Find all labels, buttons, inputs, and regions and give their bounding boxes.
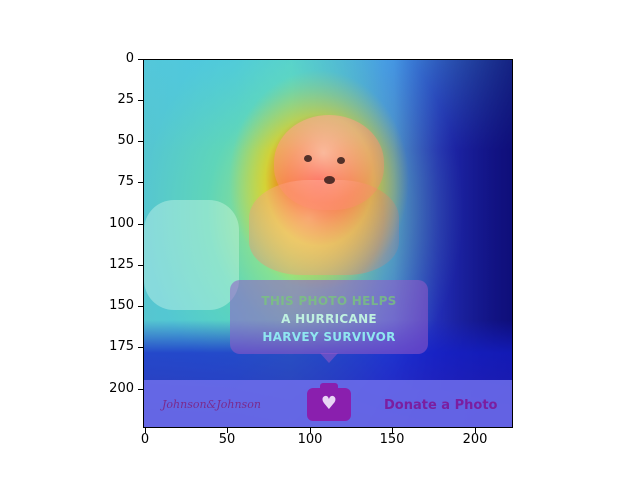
x-tick: [227, 428, 228, 433]
dog-eye-right: [337, 157, 345, 164]
x-tick: [392, 428, 393, 433]
bubble-line-1: THIS PHOTO HELPS: [261, 294, 397, 308]
y-tick-label: 200: [109, 381, 134, 396]
y-tick-label: 25: [117, 92, 134, 107]
x-tick-label: 100: [297, 432, 323, 447]
dog-eye-left: [304, 155, 312, 162]
y-tick-label: 100: [109, 216, 134, 231]
y-tick-label: 125: [109, 257, 134, 272]
heart-icon: ♥: [320, 393, 338, 414]
y-tick-label: 50: [117, 133, 134, 148]
bubble-line-3: HARVEY SURVIVOR: [262, 330, 396, 344]
y-tick: [138, 100, 143, 101]
car-seat-shape: [144, 200, 239, 310]
y-tick-label: 150: [109, 298, 134, 313]
speech-bubble-text: THIS PHOTO HELPS A HURRICANE HARVEY SURV…: [230, 292, 428, 346]
x-tick-label: 150: [379, 432, 405, 447]
y-tick: [138, 141, 143, 142]
y-tick: [138, 347, 143, 348]
heatmap-image: THIS PHOTO HELPS A HURRICANE HARVEY SURV…: [143, 59, 513, 428]
y-tick: [138, 59, 143, 60]
x-tick-label: 0: [140, 432, 150, 447]
speech-bubble-tail: [320, 353, 338, 363]
x-tick: [475, 428, 476, 433]
camera-icon-top: [320, 383, 338, 391]
speech-bubble: [230, 280, 428, 354]
dog-head: [274, 115, 384, 210]
y-tick-label: 175: [109, 339, 134, 354]
camera-heart-icon: [307, 388, 351, 421]
y-tick-label: 0: [125, 51, 134, 66]
y-tick: [138, 306, 143, 307]
dog-nose: [324, 176, 335, 184]
y-tick: [138, 389, 143, 390]
donate-photo-text: Donate a Photo: [384, 398, 498, 413]
x-tick: [310, 428, 311, 433]
x-tick-label: 200: [462, 432, 488, 447]
y-tick: [138, 265, 143, 266]
bubble-line-2: A HURRICANE: [281, 312, 377, 326]
y-tick: [138, 224, 143, 225]
brand-logo: Johnson&Johnson: [162, 398, 261, 411]
y-tick: [138, 182, 143, 183]
x-tick-label: 50: [218, 432, 236, 447]
y-tick-label: 75: [117, 174, 134, 189]
x-tick: [145, 428, 146, 433]
